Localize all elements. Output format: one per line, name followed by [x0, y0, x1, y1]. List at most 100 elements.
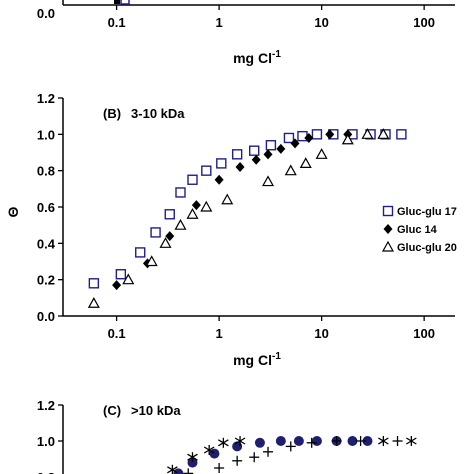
panel-b-x-axis-title-base: mg Cl — [233, 352, 272, 368]
open-square-marker — [382, 205, 394, 217]
data-point — [361, 128, 374, 139]
legend-label: Gluc-glu 17 — [397, 206, 457, 218]
panel-a-partial-marker — [114, 0, 120, 4]
legend-marker — [382, 205, 394, 217]
data-point — [283, 132, 295, 144]
open-square-marker — [311, 129, 323, 140]
data-point — [115, 269, 127, 280]
data-point — [87, 297, 100, 308]
open-triangle-marker — [361, 128, 374, 139]
data-point — [122, 273, 135, 285]
data-point — [405, 436, 417, 446]
data-point — [392, 436, 403, 446]
open-square-marker — [164, 209, 175, 220]
open-square-marker — [88, 278, 100, 289]
filled-diamond-marker — [276, 143, 286, 154]
data-point — [285, 441, 296, 452]
data-point — [232, 455, 243, 466]
open-square-marker — [201, 165, 212, 176]
asterisk-stroke — [378, 437, 389, 445]
y-tick-label: 0.2 — [37, 273, 55, 288]
filled-diamond-marker — [263, 149, 273, 160]
open-triangle-marker — [174, 218, 187, 230]
data-point — [150, 227, 161, 238]
panel-a-partial: 0.0 0.1 1 10 100 mg Cl-1 — [37, 0, 455, 66]
data-point — [183, 468, 194, 474]
legend-item: Gluc-glu 17 — [382, 205, 457, 218]
data-point — [187, 174, 198, 185]
data-point — [200, 200, 213, 212]
panel-a-x-axis-title-sup: -1 — [272, 49, 281, 60]
legend-marker — [381, 240, 395, 252]
panel-b-x-axis-title-sup: -1 — [272, 351, 281, 362]
y-tick-label: 1.2 — [37, 398, 55, 413]
filled-circle-marker — [293, 436, 304, 446]
data-point — [209, 448, 220, 459]
panel-b: 0.0 0.2 0.4 0.6 0.8 1.0 1.2 0.1 1 10 100 (B) 3-10 … — [5, 91, 457, 368]
x-tick-label: 100 — [413, 15, 435, 30]
data-point — [231, 149, 243, 160]
x-tick-label: 100 — [413, 326, 435, 341]
panel-b-label: (B) 3-10 kDa — [103, 106, 185, 121]
data-point — [186, 208, 199, 219]
x-tick-label: 0.1 — [108, 326, 126, 341]
data-point — [290, 138, 300, 149]
data-point — [311, 129, 323, 140]
data-point — [203, 445, 215, 455]
filled-diamond-marker — [290, 138, 300, 149]
legend-item: Gluc 14 — [383, 224, 438, 236]
data-point — [331, 436, 342, 446]
asterisk-stroke — [234, 437, 246, 445]
open-triangle-marker — [186, 208, 199, 219]
data-point — [306, 437, 317, 448]
data-point — [276, 143, 286, 154]
panel-b-y-ticks: 0.0 0.2 0.4 0.6 0.8 1.0 1.2 — [37, 91, 63, 324]
filled-diamond-marker — [165, 231, 175, 242]
open-square-marker — [283, 132, 295, 144]
panel-c-label-letter: (C) — [103, 403, 121, 418]
x-tick-label: 10 — [314, 15, 328, 30]
panel-a-partial-marker — [120, 0, 130, 5]
data-point — [347, 436, 358, 446]
data-point — [396, 129, 407, 140]
panel-b-x-ticks: 0.1 1 10 100 — [108, 316, 435, 341]
open-square-marker — [187, 174, 198, 185]
panel-c: 1.2 1.0 0.8 (C) >10 kDa — [37, 398, 417, 474]
panel-c-y-ticks: 1.2 1.0 0.8 — [37, 398, 63, 474]
data-point — [214, 463, 225, 473]
data-point — [262, 175, 275, 187]
data-point — [218, 437, 229, 448]
filled-diamond-marker — [304, 132, 314, 143]
open-triangle-marker — [381, 240, 395, 252]
data-point — [377, 128, 390, 139]
data-point — [159, 237, 172, 248]
series-open-square — [88, 129, 407, 289]
panel-b-data-points — [87, 128, 407, 308]
asterisk-stroke — [405, 437, 417, 445]
legend-label: Gluc-glu 20 — [397, 242, 457, 254]
data-point — [165, 231, 175, 242]
panel-b-label-title: 3-10 kDa — [131, 106, 185, 121]
x-tick-label: 1 — [215, 15, 222, 30]
data-point — [167, 464, 178, 474]
data-point — [378, 436, 389, 446]
filled-diamond-marker — [235, 162, 245, 173]
panel-a-x-axis-title: mg Cl-1 — [233, 49, 281, 66]
filled-diamond-marker — [325, 129, 335, 140]
y-tick-label: 1.0 — [37, 434, 55, 449]
y-tick-label: 0.6 — [37, 200, 55, 215]
open-triangle-marker — [262, 175, 275, 187]
data-point — [112, 280, 122, 291]
y-tick-label: 0.8 — [37, 164, 55, 179]
open-square-marker — [249, 145, 260, 156]
data-point — [145, 255, 158, 267]
data-point — [293, 436, 304, 446]
filled-circle-marker — [275, 436, 286, 446]
filled-diamond-marker — [383, 224, 393, 234]
data-point — [341, 133, 354, 145]
filled-circle-marker — [254, 437, 265, 448]
open-triangle-marker — [377, 128, 390, 139]
data-point — [299, 157, 312, 168]
data-point — [254, 437, 265, 448]
filled-diamond-marker — [112, 280, 122, 291]
